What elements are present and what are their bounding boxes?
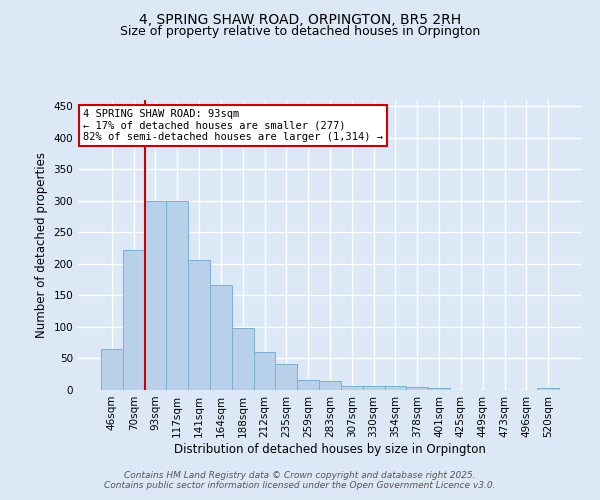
Bar [188,260,210,390]
Bar [428,388,450,390]
Bar [123,250,145,390]
Bar [210,284,232,390]
Text: Size of property relative to detached houses in Orpington: Size of property relative to detached ho… [120,25,480,38]
Bar [406,388,428,390]
Bar [385,386,406,390]
Bar [537,388,559,390]
Bar [341,386,363,390]
Bar [297,380,319,390]
Bar [166,201,188,390]
Y-axis label: Number of detached properties: Number of detached properties [35,152,48,338]
Bar [232,328,254,390]
Bar [363,386,385,390]
Bar [145,201,166,390]
Bar [254,352,275,390]
Text: 4, SPRING SHAW ROAD, ORPINGTON, BR5 2RH: 4, SPRING SHAW ROAD, ORPINGTON, BR5 2RH [139,12,461,26]
Bar [319,380,341,390]
Text: 4 SPRING SHAW ROAD: 93sqm
← 17% of detached houses are smaller (277)
82% of semi: 4 SPRING SHAW ROAD: 93sqm ← 17% of detac… [83,108,383,142]
Bar [101,349,123,390]
X-axis label: Distribution of detached houses by size in Orpington: Distribution of detached houses by size … [174,442,486,456]
Bar [275,364,297,390]
Text: Contains HM Land Registry data © Crown copyright and database right 2025.
Contai: Contains HM Land Registry data © Crown c… [104,470,496,490]
